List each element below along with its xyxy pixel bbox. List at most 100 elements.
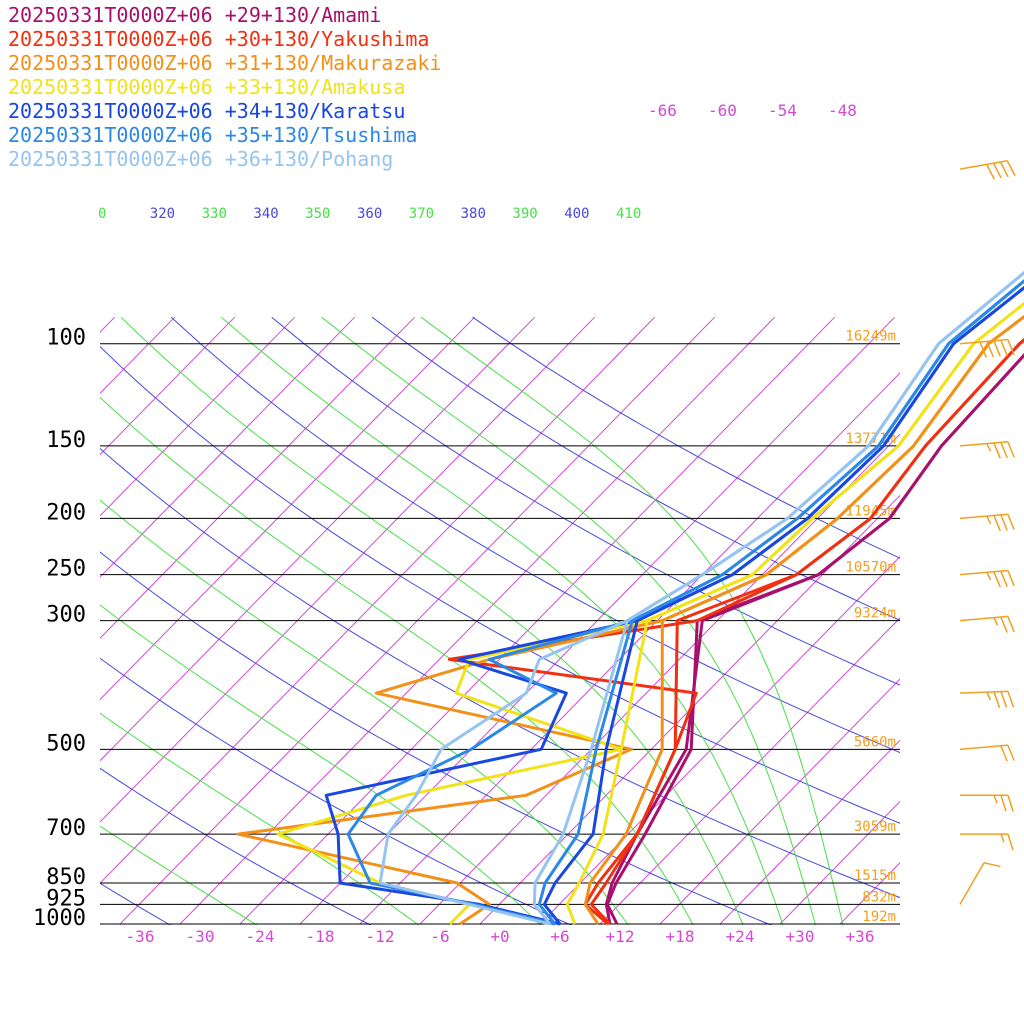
- dry-adiabat-line: [271, 316, 900, 686]
- temperature-tick-label: -6: [430, 927, 449, 946]
- height-label: 16249m: [845, 329, 896, 345]
- dewpoint-line-7: [378, 270, 1024, 926]
- moist-adiabat-line: [100, 712, 420, 925]
- moist-adiabat-line: [100, 604, 541, 925]
- temperature-tick-label: -30: [186, 927, 215, 946]
- legend-entry: 20250331T0000Z+06 +34+130/Karatsu: [8, 99, 406, 123]
- pressure-label: 250: [46, 557, 86, 582]
- dry-adiabat-line: [100, 657, 572, 925]
- wind-barb: [959, 338, 1015, 358]
- temperature-line-5: [542, 285, 1024, 925]
- isotherm-line: [100, 316, 236, 456]
- height-label: 13771m: [845, 431, 896, 447]
- dry-adiabat-line: [100, 767, 372, 925]
- isotherm-label: -66: [648, 101, 677, 120]
- temperature-tick-label: -12: [366, 927, 395, 946]
- height-label: 3059m: [854, 819, 896, 835]
- pressure-label: 300: [46, 603, 86, 628]
- isotherm-label: -54: [768, 101, 797, 120]
- theta-label: 400: [564, 206, 589, 222]
- theta-label: 0: [98, 206, 106, 222]
- isotherm-labels: -66 -60 -54 -48: [648, 101, 857, 120]
- moist-adiabat-line: [100, 825, 258, 925]
- temperature-line-7: [532, 270, 1024, 925]
- height-label: 11945m: [845, 503, 896, 519]
- temperature-tick-label: -18: [306, 927, 335, 946]
- pressure-label: 1000: [33, 906, 86, 931]
- dry-adiabat-lines: [100, 316, 900, 925]
- temperature-tick-label: -24: [246, 927, 275, 946]
- pressure-label: 850: [46, 865, 86, 890]
- theta-labels: 0 320 330 340 350 360 370 380 390 400 410: [98, 206, 641, 222]
- theta-label: 320: [150, 206, 175, 222]
- theta-label: 350: [305, 206, 330, 222]
- theta-label: 360: [357, 206, 382, 222]
- temperature-line-6: [537, 279, 1024, 925]
- wind-barb: [959, 160, 1016, 180]
- legend-entry: 20250331T0000Z+06 +30+130/Yakushima: [8, 27, 430, 51]
- dry-adiabat-line: [100, 447, 900, 899]
- pressure-label: 700: [46, 816, 86, 841]
- isotherm-line: [719, 739, 900, 925]
- temperature-tick-label: +24: [726, 927, 755, 946]
- isotherm-line: [100, 316, 356, 578]
- legend-entry: 20250331T0000Z+06 +31+130/Makurazaki: [8, 51, 442, 75]
- legend-entry: 20250331T0000Z+06 +36+130/Pohang: [8, 147, 394, 171]
- isotherm-line: [779, 800, 900, 925]
- temperature-line-1: [605, 353, 1024, 925]
- height-label: 10570m: [845, 560, 896, 576]
- temperature-tick-label: +6: [550, 927, 569, 946]
- height-label: 5660m: [854, 734, 896, 750]
- legend-entry: 20250331T0000Z+06 +33+130/Amakusa: [8, 75, 406, 99]
- legend-entry: 20250331T0000Z+06 +35+130/Tsushima: [8, 123, 418, 147]
- isotherm-label: -60: [708, 101, 737, 120]
- isobar-lines: [100, 343, 900, 925]
- temperature-tick-labels: -36 -30 -24 -18 -12 -6 +0 +6 +12 +18 +24 +30 +36: [126, 927, 875, 946]
- temperature-tick-label: +12: [606, 927, 635, 946]
- moist-adiabat-line: [100, 499, 629, 925]
- temperature-line-2: [589, 338, 1024, 926]
- dewpoint-line-2: [447, 338, 1024, 926]
- temperature-tick-label: +0: [490, 927, 509, 946]
- moist-adiabat-lines: [100, 316, 844, 925]
- temperature-tick-label: +30: [786, 927, 815, 946]
- temperature-line-4: [565, 301, 1024, 925]
- theta-label: 410: [616, 206, 641, 222]
- isotherm-line: [659, 678, 900, 925]
- isotherm-line: [100, 316, 296, 517]
- pressure-label: 925: [46, 886, 86, 911]
- wind-barb: [959, 690, 1015, 708]
- theta-label: 380: [461, 206, 486, 222]
- theta-label: 370: [409, 206, 434, 222]
- theta-label: 340: [253, 206, 278, 222]
- wind-barb: [960, 833, 1014, 851]
- wind-barb: [959, 615, 1015, 633]
- temperature-tick-label: -36: [126, 927, 155, 946]
- pressure-label: 500: [46, 731, 86, 756]
- dewpoint-line-1: [604, 353, 1024, 925]
- height-label: 192m: [862, 909, 896, 925]
- wind-barb: [959, 440, 1015, 459]
- sounding-series: [236, 270, 1024, 926]
- wind-barb: [960, 794, 1014, 812]
- isotherm-label: -48: [828, 101, 857, 120]
- temperature-line-3: [583, 314, 1024, 925]
- temperature-tick-label: +18: [666, 927, 695, 946]
- pressure-label: 200: [46, 500, 86, 525]
- theta-label: 330: [202, 206, 227, 222]
- height-label: 9324m: [854, 606, 896, 622]
- wind-barb: [959, 862, 1001, 905]
- wind-barb: [959, 569, 1015, 588]
- temperature-tick-label: +36: [846, 927, 875, 946]
- dry-adiabat-line: [100, 882, 172, 925]
- pressure-label: 150: [46, 428, 86, 453]
- wind-barb: [959, 744, 1015, 762]
- legend-entry: 20250331T0000Z+06 +29+130/Amami: [8, 3, 382, 27]
- height-label: 1515m: [854, 868, 896, 884]
- wind-barb: [959, 513, 1015, 532]
- height-label: 832m: [862, 889, 896, 905]
- height-labels: 192m 832m 1515m 3059m 5660m 9324m 10570m 11945m…: [845, 329, 896, 925]
- dewpoint-line-5: [324, 285, 1024, 926]
